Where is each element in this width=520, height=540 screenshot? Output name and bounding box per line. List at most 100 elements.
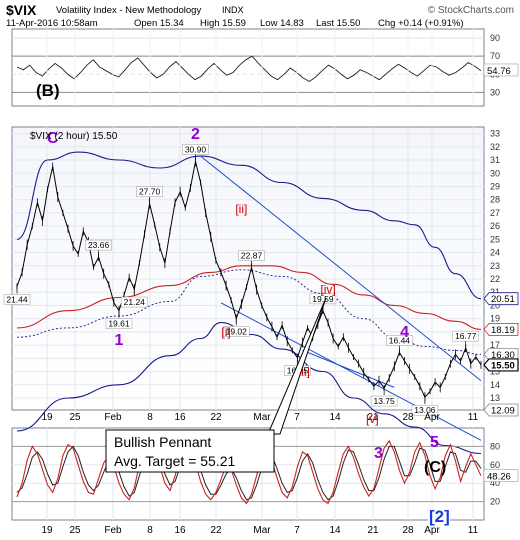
x-tick-label-main: 8	[147, 412, 153, 423]
price-label: 19.02	[226, 326, 248, 336]
wave-label-v: [v]	[366, 412, 379, 426]
x-tick-label-bottom: 21	[367, 525, 379, 536]
top-indicator-line	[16, 55, 482, 83]
bottom-tick-label: 20	[490, 497, 500, 507]
price-label: 23.66	[88, 240, 110, 250]
right-tag-value: 20.51	[491, 294, 515, 305]
exchange-label: INDX	[222, 5, 244, 15]
right-tag-value: 16.30	[491, 350, 515, 361]
price-label-bg	[386, 335, 413, 346]
bottom-tick-label: 60	[490, 460, 500, 470]
top-tick-label: 70	[490, 51, 500, 61]
channel-line-2	[220, 302, 482, 441]
price-label: 13.06	[414, 405, 436, 415]
right-tag-value: 12.09	[491, 406, 515, 417]
x-tick-label-main: Mar	[253, 412, 271, 423]
x-tick-label-main: 14	[329, 412, 341, 423]
top-tick-label: 30	[490, 87, 500, 97]
x-tick-label-bottom: 14	[329, 525, 341, 536]
wave-label: 2	[191, 126, 200, 143]
wave-label: C	[47, 130, 59, 147]
main-tick-label: 21	[490, 287, 500, 297]
symbol-title: $VIX	[6, 2, 37, 18]
wave-label-3: 3	[374, 445, 383, 462]
main-panel-frame	[11, 126, 485, 411]
x-tick-label-bottom: 19	[41, 525, 53, 536]
x-axis-labels: 19 19 25 25 Feb Feb 8 8 16 16 22 22 Mar Mar 7 7 14 14 21 21…	[41, 412, 478, 536]
top-indicator-series: 54.76	[16, 55, 519, 83]
x-tick-label-main: Apr	[424, 412, 440, 423]
x-tick-label-bottom: 25	[69, 525, 81, 536]
x-tick-label-bottom: 22	[210, 525, 222, 536]
x-tick-label-bottom: 7	[294, 525, 300, 536]
watermark: © StockCharts.com	[428, 5, 514, 16]
price-label-bg	[309, 293, 337, 305]
price-label-bg	[121, 296, 148, 308]
main-tick-label: 13	[490, 393, 500, 403]
bottom-panel-grid: 20 40 60 80	[12, 441, 500, 507]
moving-average-line	[16, 265, 482, 330]
x-tick-label-bottom: 11	[468, 525, 479, 536]
wave-label: [iv]	[320, 283, 335, 297]
lower-band-line	[16, 322, 482, 455]
wave-label: [i]	[221, 325, 230, 339]
x-tick-label-main: 28	[402, 412, 414, 423]
callout-line2: Avg. Target = 55.21	[114, 453, 236, 469]
main-tick-label: 31	[490, 155, 500, 165]
wave-label-5: 5	[430, 434, 439, 451]
change-value: Chg +0.14 (+0.91%)	[378, 18, 464, 29]
bottom-tick-label: 80	[490, 441, 500, 451]
wave-label-2-bg	[428, 504, 450, 526]
datetime-label: 11-Apr-2016 10:58am	[6, 18, 98, 29]
main-tick-label: 22	[490, 274, 500, 284]
chart-header: $VIX Volatility Index - New Methodology …	[6, 2, 514, 29]
price-label-bg	[452, 330, 479, 342]
price-label: 22.87	[241, 251, 263, 261]
price-label: 21.24	[124, 297, 146, 307]
price-label: 19.59	[312, 294, 334, 304]
oscillator-fast-line	[16, 439, 482, 505]
main-tick-label: 26	[490, 221, 500, 231]
price-line	[16, 161, 482, 399]
price-label-bg	[3, 294, 31, 305]
x-tick-label-main: 25	[69, 412, 81, 423]
price-label-bg	[105, 318, 133, 329]
wave-label-C: (C)	[424, 459, 446, 476]
x-tick-label-bottom: Apr	[424, 525, 440, 536]
x-tick-label-main: 19	[41, 412, 53, 423]
wave-label: 1	[115, 332, 124, 349]
last-value: Last 15.50	[316, 18, 360, 29]
right-tag-value: 18.19	[491, 325, 515, 336]
x-tick-label-main: 16	[174, 412, 186, 423]
main-tick-label: 14	[490, 380, 500, 390]
x-tick-label-bottom: 8	[147, 525, 153, 536]
callout-line1: Bullish Pennant	[114, 434, 211, 450]
top-tick-label: 90	[490, 33, 500, 43]
price-label-bg	[411, 404, 439, 416]
x-tick-label-bottom: Mar	[253, 525, 271, 536]
top-panel-frame	[11, 28, 485, 107]
main-tick-label: 25	[490, 234, 500, 244]
main-tick-label: 19	[490, 314, 500, 324]
price-label: 21.44	[6, 294, 28, 304]
x-tick-label-main: 11	[468, 412, 479, 423]
price-label-bg	[238, 250, 265, 261]
callout-box	[105, 429, 275, 473]
main-tick-label: 29	[490, 181, 500, 191]
right-tag-bg	[483, 322, 519, 336]
main-panel-title: $VIX (2 hour) 15.50	[30, 131, 118, 142]
low-value: Low 14.83	[260, 18, 304, 29]
main-tick-label: 17	[490, 340, 500, 350]
right-tag-bg	[483, 403, 519, 417]
price-label: 13.75	[373, 396, 395, 406]
main-tick-label: 30	[490, 168, 500, 178]
wave-label-2-box: [2]	[428, 504, 450, 526]
x-tick-label-bottom: 28	[402, 525, 414, 536]
price-label: 30.90	[185, 144, 207, 154]
price-label-bg	[370, 395, 398, 407]
oscillator-value-tag-bg	[483, 469, 519, 482]
main-tick-label: 28	[490, 195, 500, 205]
price-label: 19.61	[108, 319, 130, 329]
